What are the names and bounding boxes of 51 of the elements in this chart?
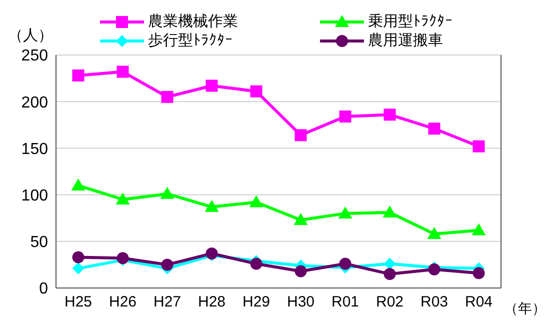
x-tick-label: R02: [376, 294, 404, 311]
y-axis-title: （人）: [8, 26, 53, 45]
legend-label: 乗用型ﾄﾗｸﾀｰ: [367, 13, 454, 30]
point: [382, 206, 397, 218]
x-tick-label: H30: [286, 294, 315, 311]
y-tick-label: 100: [21, 187, 48, 204]
point: [116, 66, 129, 78]
x-axis-title: （年）: [504, 300, 546, 318]
point: [384, 258, 396, 270]
point: [294, 129, 307, 142]
x-tick-label: R04: [464, 294, 493, 311]
legend-label: 歩行型ﾄﾗｸﾀｰ: [147, 32, 234, 49]
point: [72, 70, 84, 82]
x-tick-label: H26: [108, 294, 137, 311]
point: [160, 186, 174, 199]
point: [294, 212, 308, 225]
point: [72, 262, 84, 274]
legend-label: 農用運搬車: [367, 32, 444, 49]
point: [250, 85, 262, 98]
point: [384, 268, 396, 280]
y-tick-label: 150: [21, 140, 48, 158]
point: [472, 140, 485, 152]
x-tick-label: H29: [242, 294, 270, 311]
point: [472, 267, 485, 280]
y-tick-label: 200: [21, 94, 48, 112]
y-tick-label: 250: [21, 48, 48, 65]
point: [250, 258, 262, 270]
x-tick-label: R01: [331, 294, 360, 311]
point: [72, 251, 84, 264]
point: [339, 110, 352, 123]
point: [427, 226, 442, 239]
point: [71, 178, 86, 190]
point: [472, 223, 486, 236]
point: [206, 80, 218, 92]
y-tick-label: 0: [39, 280, 48, 298]
x-tick-label: H27: [153, 294, 182, 311]
x-tick-label: H25: [64, 294, 92, 311]
x-tick-label: H28: [198, 294, 226, 311]
legend-label: 農業機械作業: [147, 13, 238, 30]
point: [161, 258, 174, 271]
point: [204, 200, 219, 212]
point: [294, 265, 307, 278]
point: [338, 206, 352, 218]
point: [116, 192, 130, 204]
point: [339, 258, 352, 270]
point: [161, 90, 174, 103]
point: [249, 195, 264, 208]
point: [384, 108, 396, 121]
y-tick-label: 50: [30, 234, 48, 252]
point: [428, 122, 440, 135]
x-tick-label: R03: [420, 294, 448, 311]
